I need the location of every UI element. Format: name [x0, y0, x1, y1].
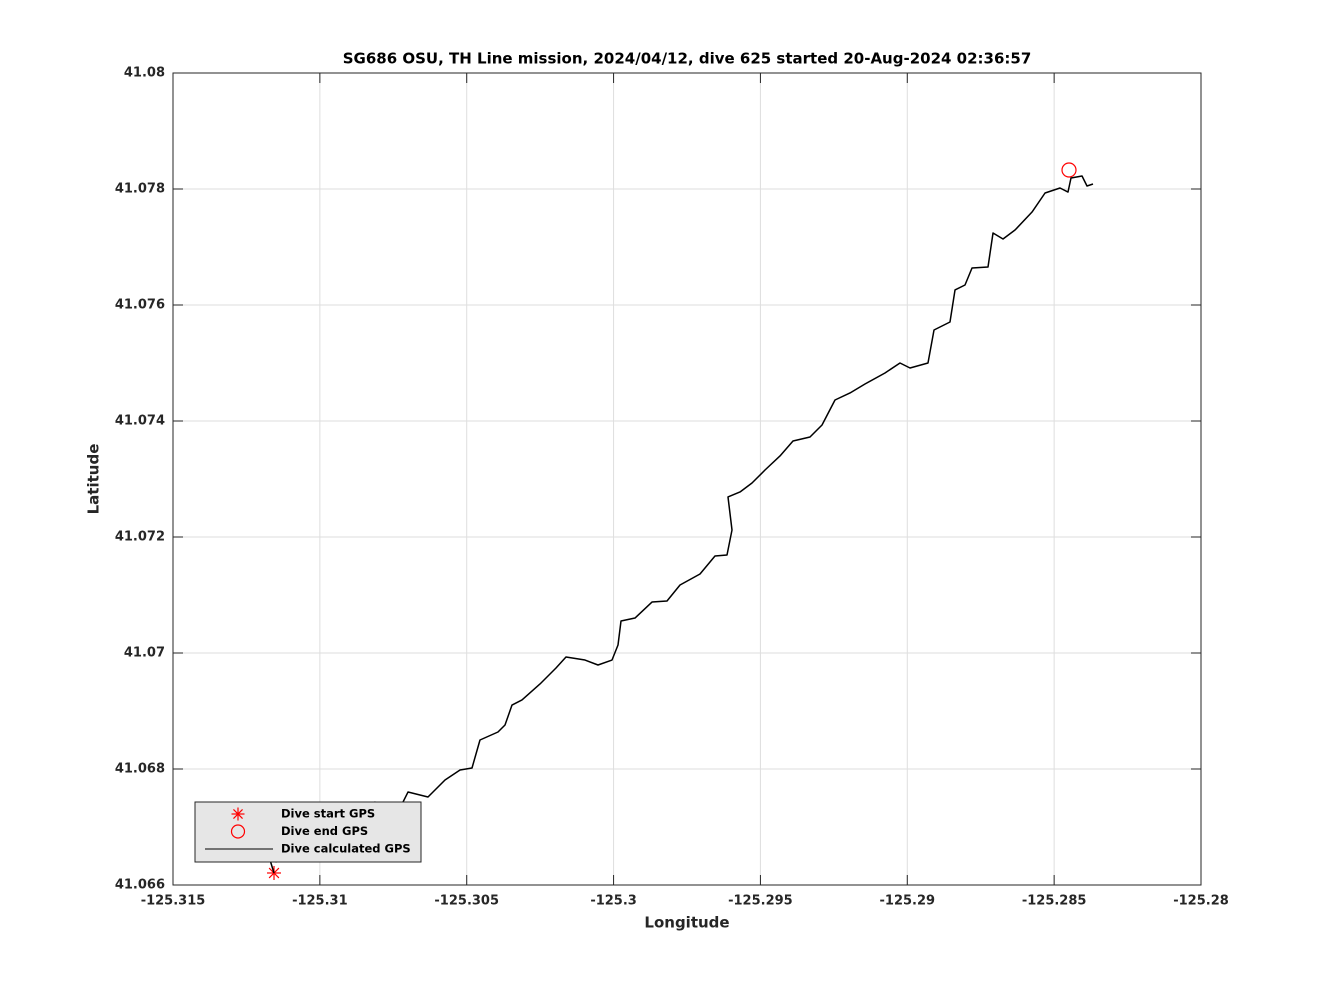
y-axis-label: Latitude — [85, 444, 103, 515]
x-tick-label: -125.3 — [590, 894, 637, 909]
y-tick-label: 41.08 — [124, 66, 165, 81]
x-tick-label: -125.295 — [728, 894, 793, 909]
legend: Dive start GPS Dive end GPS Dive calculate… — [194, 801, 422, 863]
marker-circle — [230, 824, 246, 839]
plot-frame — [172, 72, 1202, 886]
x-tick-label: -125.31 — [292, 894, 348, 909]
y-tick-label: 41.074 — [115, 414, 165, 429]
x-axis-label: Longitude — [644, 914, 729, 932]
legend-label: Dive calculated GPS — [281, 842, 411, 856]
chart-title: SG686 OSU, TH Line mission, 2024/04/12, … — [343, 50, 1032, 68]
legend-swatch — [230, 824, 246, 839]
legend-label: Dive end GPS — [281, 824, 368, 838]
circle-marker — [1061, 162, 1077, 178]
x-tick-label: -125.285 — [1022, 894, 1087, 909]
y-tick-label: 41.072 — [115, 530, 165, 545]
marker-stroke — [233, 809, 243, 819]
marker-circle — [1061, 162, 1077, 178]
y-tick-label: 41.076 — [115, 298, 165, 313]
y-tick-label: 41.07 — [124, 646, 165, 661]
x-tick-label: -125.315 — [141, 894, 206, 909]
y-tick-label: 41.068 — [115, 762, 165, 777]
y-tick-label: 41.066 — [115, 878, 165, 893]
legend-box — [194, 801, 422, 863]
legend-label: Dive start GPS — [281, 807, 375, 821]
marker-stroke — [268, 867, 280, 879]
asterisk-marker — [267, 865, 282, 880]
x-tick-label: -125.29 — [880, 894, 936, 909]
x-tick-label: -125.305 — [434, 894, 499, 909]
y-tick-label: 41.078 — [115, 182, 165, 197]
x-tick-label: -125.28 — [1173, 894, 1229, 909]
legend-swatch — [231, 807, 245, 821]
